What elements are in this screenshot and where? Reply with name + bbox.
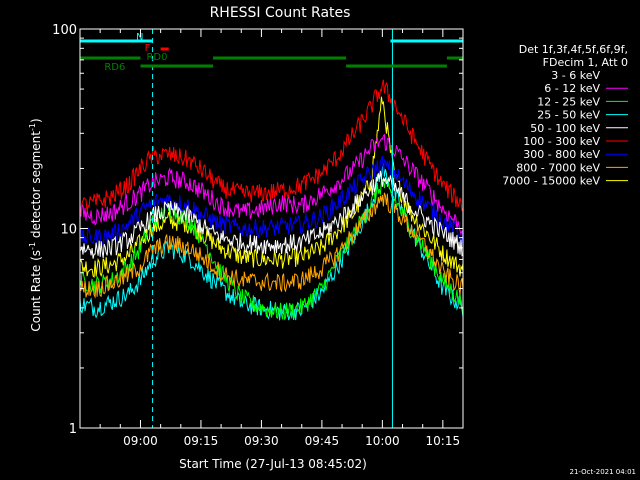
series-line-7: [80, 192, 463, 299]
y-tick-label-1: 10: [60, 223, 77, 238]
footer-date: 21-Oct-2021 04:01: [570, 468, 636, 476]
series-line-5: [80, 79, 463, 215]
x-tick-label-0: 09:00: [123, 434, 158, 448]
timeline-label-2: F: [145, 43, 151, 54]
legend-label-0: 3 - 6 keV: [551, 69, 600, 82]
series-line-2: [80, 178, 463, 320]
series-line-4: [80, 170, 463, 259]
timeline-extra-label-0: RD6: [104, 62, 125, 73]
x-tick-label-4: 10:00: [365, 434, 400, 448]
x-tick-label-3: 09:45: [305, 434, 340, 448]
chart-title: RHESSI Count Rates: [210, 5, 351, 21]
series-line-1: [80, 133, 463, 236]
series-group: [80, 79, 463, 362]
legend-header-2: FDecim 1, Att 0: [543, 56, 628, 69]
legend-header-1: Det 1f,3f,4f,5f,6f,9f,: [519, 43, 628, 56]
timeline-label-0: N: [136, 32, 143, 43]
legend-label-1: 6 - 12 keV: [544, 82, 600, 95]
x-tick-label-1: 09:15: [184, 434, 219, 448]
plot-frame: [79, 28, 464, 429]
x-axis-label: Start Time (27-Jul-13 08:45:02): [179, 457, 367, 471]
legend-label-5: 100 - 300 keV: [523, 135, 600, 148]
y-tick-label-0: 1: [69, 422, 77, 437]
series-line-6: [80, 155, 463, 247]
timeline-label-6: RD0: [146, 52, 167, 63]
legend-label-3: 25 - 50 keV: [537, 109, 600, 122]
legend-label-7: 800 - 7000 keV: [516, 161, 600, 174]
series-line-8: [80, 96, 463, 278]
x-tick-label-2: 09:30: [244, 434, 279, 448]
legend-label-2: 12 - 25 keV: [537, 95, 600, 108]
legend-label-4: 50 - 100 keV: [530, 122, 600, 135]
legend-label-6: 300 - 800 keV: [523, 148, 600, 161]
legend-label-8: 7000 - 15000 keV: [502, 175, 600, 188]
y-axis-label: Count Rate (s-1 detector segment-1): [28, 118, 43, 331]
y-tick-label-2: 100: [52, 23, 77, 38]
x-tick-label-5: 10:15: [426, 434, 461, 448]
